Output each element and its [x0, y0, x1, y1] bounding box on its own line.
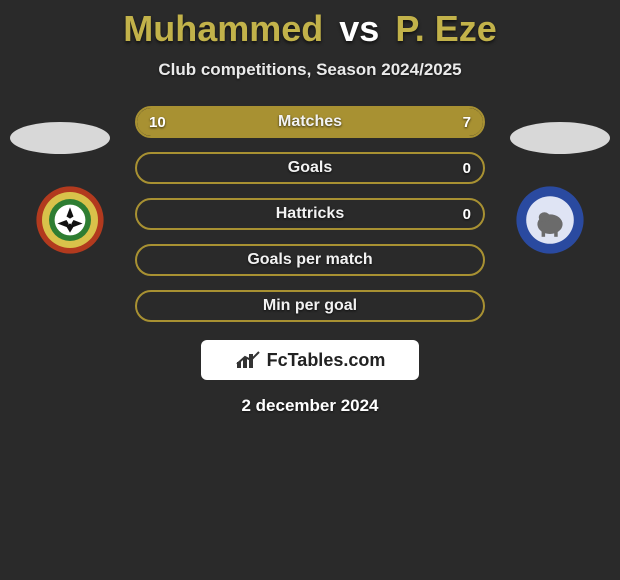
stat-label: Goals per match	[247, 251, 372, 269]
stat-value-right: 7	[463, 114, 471, 131]
stat-row: 10 7 Matches	[135, 106, 485, 138]
stat-row: Goals per match	[135, 244, 485, 276]
club-badge-left	[20, 178, 120, 262]
stat-label: Goals	[288, 159, 332, 177]
comparison-title: Muhammed vs P. Eze	[0, 0, 620, 50]
stat-row: Min per goal	[135, 290, 485, 322]
club-badge-right	[500, 178, 600, 262]
subtitle: Club competitions, Season 2024/2025	[0, 60, 620, 80]
stats-table: 10 7 Matches 0 Goals 0 Hattricks Goals per matc…	[135, 106, 485, 322]
stat-value-right: 0	[463, 160, 471, 177]
source-logo: FcTables.com	[201, 340, 419, 380]
stat-label: Matches	[278, 113, 342, 131]
source-logo-text: FcTables.com	[267, 350, 386, 371]
stat-row: 0 Hattricks	[135, 198, 485, 230]
date-line: 2 december 2024	[0, 396, 620, 416]
vs-separator: vs	[339, 8, 379, 49]
chart-icon	[235, 350, 261, 370]
player2-name: P. Eze	[395, 8, 496, 49]
stat-value-right: 0	[463, 206, 471, 223]
stat-row: 0 Goals	[135, 152, 485, 184]
stat-value-left: 10	[149, 114, 166, 131]
club-badge-left-icon	[35, 185, 105, 255]
stat-label: Min per goal	[263, 297, 357, 315]
player1-name: Muhammed	[123, 8, 323, 49]
club-badge-right-icon	[515, 185, 585, 255]
country-flag-left	[10, 122, 110, 154]
country-flag-right	[510, 122, 610, 154]
stat-label: Hattricks	[276, 205, 344, 223]
